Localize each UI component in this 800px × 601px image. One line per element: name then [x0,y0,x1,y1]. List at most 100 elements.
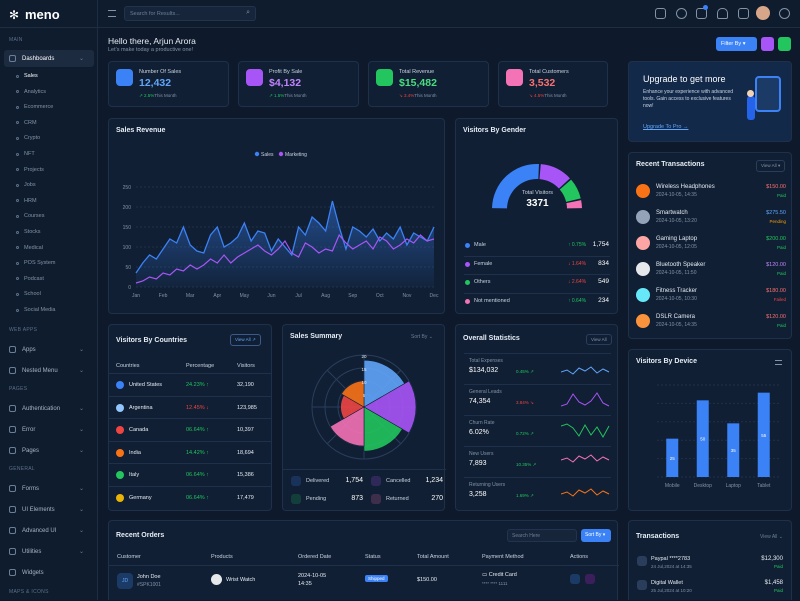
menu-icon[interactable] [775,360,782,365]
share-button[interactable] [778,37,791,51]
sidebar-item-pages[interactable]: Pages ⌄ [4,442,94,459]
arrow-up-icon: ↑ [204,427,209,433]
filter-by-button[interactable]: Filter By ▾ [716,37,757,51]
sidebar-item-widgets[interactable]: Widgets [4,564,94,581]
transaction-row[interactable]: Smartwatch 2024-10-05, 13:20 $275.50 Pendin… [636,207,786,231]
sidebar-item-ui-elements[interactable]: UI Elements ⌄ [4,501,94,518]
sidebar-subitem-stocks[interactable]: Stocks [16,229,41,235]
sidebar-subitem-sales[interactable]: Sales [16,73,38,79]
orders-search-input[interactable]: Search Here [507,529,577,542]
table-row[interactable]: Canada 06.64% ↑ 10,397 [109,418,271,441]
sidebar-subitem-medical[interactable]: Medical [16,245,43,251]
cart-icon[interactable] [696,8,707,19]
bullet-icon [16,246,19,250]
theme-toggle-icon[interactable] [676,8,687,19]
transaction-amount: $120.00 [766,314,786,320]
view-all-button[interactable]: View All ▾ [756,160,786,172]
sidebar-item-forms[interactable]: Forms ⌄ [4,480,94,497]
sidebar-item-error[interactable]: Error ⌄ [4,421,94,438]
sidebar-subitem-crypto[interactable]: Crypto [16,135,40,141]
gender-label: Female [474,260,493,267]
edit-icon[interactable] [585,574,595,584]
menu-toggle-icon[interactable] [108,10,116,17]
x-tick-label: Aug [321,293,330,299]
statistic-change: 0.72% ↗ [516,431,534,437]
chevron-down-icon: ⌄ [78,448,84,454]
view-all-button[interactable]: View All ⌄ [760,534,784,540]
sidebar-subitem-label: Analytics [24,88,47,95]
table-row[interactable]: Argentina 12.45% ↓ 123,985 [109,395,271,419]
transaction-amount: $200.00 [766,236,786,242]
sort-by-dropdown[interactable]: Sort By ⌄ [411,334,433,340]
view-all-button[interactable]: View All ↗ [230,334,261,346]
sidebar-subitem-pos-system[interactable]: POS System [16,260,55,266]
sidebar-item-dashboards[interactable]: Dashboards ⌄ [4,50,94,67]
table-row[interactable]: Italy 06.64% ↑ 15,386 [109,463,271,486]
product-image [636,262,650,276]
sidebar-subitem-podcast[interactable]: Podcast [16,276,44,282]
sales-revenue-chart: 0 50 100 150 200 250 Jan Feb Mar Apr May Jun Jul Aug S… [123,151,439,299]
summary-label: Cancelled [386,478,411,484]
transaction-row[interactable]: Wireless Headphones 2024-10-05, 14:35 $150… [636,181,786,205]
bullet-icon [16,136,19,140]
app-logo[interactable]: meno [25,7,60,22]
table-row[interactable]: India 14.42% ↑ 18,694 [109,440,271,464]
statistic-change: 3.84% ↘ [516,400,534,406]
sidebar-subitem-hrm[interactable]: HRM [16,198,37,204]
upgrade-card: Upgrade to get more Enhance your experie… [628,61,792,142]
table-row[interactable]: JD John Doe #SPK1001 Wrist Watch 2024-10… [109,566,619,601]
transaction-row[interactable]: DSLR Camera 2024-10-05, 14:35 $120.00 Paid [636,311,786,335]
country-name: Argentina [129,404,153,411]
customer-avatar: JD [117,573,133,589]
sidebar-item-advanced-ui[interactable]: Advanced UI ⌄ [4,522,94,539]
x-tick-label: Nov [402,293,411,299]
chevron-down-icon: ⌄ [78,427,84,433]
language-icon[interactable] [655,8,666,19]
summary-value: 873 [351,495,363,502]
product-name: Smartwatch [656,210,688,216]
statistic-change: 0.45% ↗ [516,369,534,375]
gear-icon[interactable] [779,8,790,19]
sidebar-subitem-social-media[interactable]: Social Media [16,307,56,313]
sidebar-subitem-crm[interactable]: CRM [16,120,37,126]
bar-value-label: 35 [731,448,737,453]
upgrade-link[interactable]: Upgrade To Pro → [643,124,689,130]
download-button[interactable] [761,37,774,51]
divider [0,27,98,28]
search-input[interactable]: Search for Results... ⌕ [124,6,256,21]
sidebar-subitem-analytics[interactable]: Analytics [16,89,46,95]
bullet-icon [16,90,19,94]
sidebar-subitem-nft[interactable]: NFT [16,151,35,157]
sidebar-subitem-courses[interactable]: Courses [16,213,44,219]
sparkline [561,392,610,407]
sidebar-subitem-jobs[interactable]: Jobs [16,182,36,188]
sort-by-button[interactable]: Sort By ▾ [581,529,611,542]
sidebar-item-apps[interactable]: Apps ⌄ [4,341,94,358]
sidebar-item-label: Authentication [22,405,61,412]
transaction-row[interactable]: Fitness Tracker 2024-10-05, 10:30 $180.00 F… [636,285,786,309]
sidebar-subitem-ecommerce[interactable]: Ecommerce [16,104,53,110]
transaction-row[interactable]: Bluetooth Speaker 2024-10-05, 11:50 $120.0… [636,259,786,283]
table-row[interactable]: Germany 06.64% ↑ 17,479 [109,485,271,509]
bell-icon[interactable] [717,8,728,19]
sidebar-item-utilities[interactable]: Utilities ⌄ [4,543,94,560]
transaction-row[interactable]: Gaming Laptop 2024-10-05, 12:05 $200.00 Pai… [636,233,786,257]
arrow-up-icon: ↑ [204,494,209,501]
star-icon [9,527,16,534]
sidebar-subitem-projects[interactable]: Projects [16,167,44,173]
sidebar-item-nested-menu[interactable]: Nested Menu ⌄ [4,362,94,379]
card-title: Overall Statistics [463,335,520,342]
view-all-button[interactable]: View All [586,334,612,345]
view-icon[interactable] [570,574,580,584]
sparkline [561,423,610,439]
statistic-value: 6.02% [469,429,489,436]
table-row[interactable]: United States 24.23% ↑ 32,190 [109,373,271,396]
transaction-date: 2024-10-05, 14:35 [656,322,697,328]
sidebar-subitem-school[interactable]: School [16,291,41,297]
transaction-amount: $150.00 [766,184,786,190]
recent-transactions-card: Recent Transactions View All ▾ Wireless … [628,152,792,339]
fullscreen-icon[interactable] [738,8,749,19]
avatar[interactable] [756,6,770,20]
statistic-label: General Leads [469,389,502,395]
sidebar-item-authentication[interactable]: Authentication ⌄ [4,400,94,417]
